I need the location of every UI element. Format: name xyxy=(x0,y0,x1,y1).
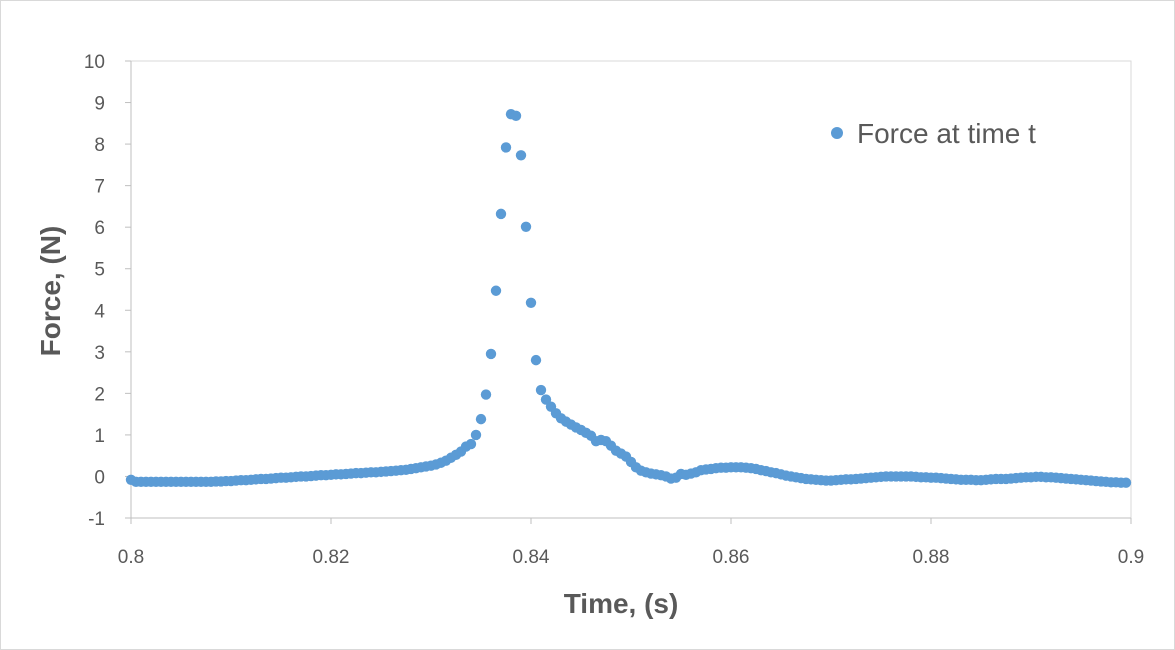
x-axis-title: Time, (s) xyxy=(564,588,679,619)
x-tick-label: 0.88 xyxy=(913,547,950,568)
data-points xyxy=(125,108,1132,488)
y-tick-label: 5 xyxy=(94,260,105,281)
y-tick-label: 3 xyxy=(94,343,105,364)
data-point xyxy=(485,348,497,360)
y-tick-label: 2 xyxy=(94,384,105,405)
data-point xyxy=(465,438,477,450)
data-point xyxy=(520,221,532,232)
data-point xyxy=(515,150,527,161)
y-tick-label: 7 xyxy=(94,177,105,198)
x-tick-label: 0.9 xyxy=(1118,547,1144,568)
y-tick-label: 0 xyxy=(94,467,105,488)
data-point xyxy=(490,285,502,296)
x-tick-label: 0.86 xyxy=(713,547,750,568)
legend-label: Force at time t xyxy=(857,118,1036,149)
x-axis-ticks: 0.8 0.82 0.84 0.86 0.88 0.9 xyxy=(118,518,1144,568)
data-point xyxy=(530,354,542,366)
data-point xyxy=(495,208,507,220)
data-point xyxy=(535,384,547,396)
y-tick-label: -1 xyxy=(88,509,105,530)
y-tick-label: 9 xyxy=(94,94,105,115)
data-point xyxy=(480,389,492,400)
axes xyxy=(130,61,1131,519)
y-axis-title: Force, (N) xyxy=(35,226,66,357)
x-tick-label: 0.8 xyxy=(118,547,144,568)
y-axis-ticks: -1 0 1 2 3 4 5 6 7 8 9 10 xyxy=(84,52,131,530)
y-tick-label: 6 xyxy=(94,218,105,239)
data-point xyxy=(1120,477,1132,488)
legend: Force at time t xyxy=(831,118,1036,149)
data-point xyxy=(510,110,522,122)
y-tick-label: 4 xyxy=(94,301,105,322)
y-tick-label: 8 xyxy=(94,135,105,156)
legend-marker xyxy=(831,127,843,139)
y-tick-label: 10 xyxy=(84,52,105,73)
data-point xyxy=(500,142,512,153)
x-tick-label: 0.82 xyxy=(313,547,350,568)
data-point xyxy=(525,297,537,308)
data-point xyxy=(470,429,482,441)
x-tick-label: 0.84 xyxy=(513,547,550,568)
data-point xyxy=(475,413,487,425)
y-tick-label: 1 xyxy=(94,426,105,447)
